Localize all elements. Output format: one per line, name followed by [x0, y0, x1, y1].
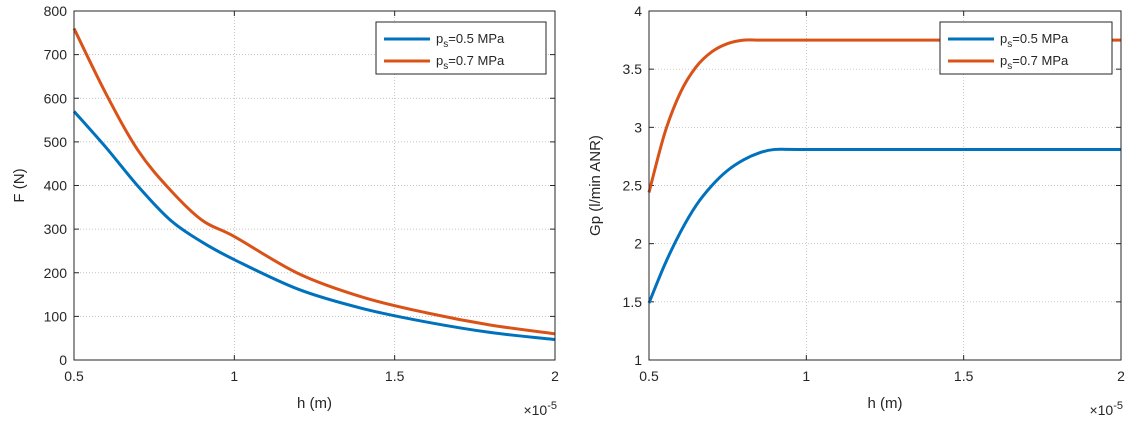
chart-1-y-tick-label: 0	[59, 352, 67, 368]
chart-2-y-tick-label: 2.5	[623, 178, 643, 194]
chart-2-y-tick-label: 1	[634, 352, 642, 368]
chart-1-x-multiplier: ×10-5	[523, 400, 557, 418]
chart-1-series-2-line	[72, 27, 556, 336]
chart-1-x-tick-label: 2	[551, 368, 559, 384]
chart-1-y-tick-label: 100	[44, 308, 68, 324]
chart-2-x-tick-label: 1.5	[954, 368, 974, 384]
chart-2-series-1-line	[647, 147, 1121, 304]
chart-1-x-axis-label: h (m)	[297, 395, 332, 412]
chart-1-legend: ps=0.5 MPa ps=0.7 MPa	[375, 21, 547, 75]
chart-2-y-tick-label: 4	[634, 3, 642, 19]
chart-2-legend: ps=0.5 MPa ps=0.7 MPa	[939, 21, 1113, 75]
flow-chart: 0.5 1 1.5 211.522.533.54h (m)Gp (l/min ANR)…	[587, 3, 1125, 418]
chart-2-x-multiplier: ×10-5	[1089, 400, 1123, 418]
chart-2-y-axis-label: Gp (l/min ANR)	[587, 135, 604, 236]
chart-2-y-tick-label: 2	[634, 236, 642, 252]
chart-2-x-tick-label: 0.5	[639, 368, 659, 384]
chart-1-y-tick-label: 700	[44, 47, 68, 63]
chart-2-series-2-line	[647, 38, 1121, 193]
chart-2-legend-entry-2: ps=0.7 MPa	[1000, 53, 1069, 72]
chart-1-y-tick-label: 400	[44, 178, 68, 194]
chart-1-series-1-line	[72, 110, 556, 341]
chart-1-axes-box	[73, 10, 556, 361]
chart-1-y-tick-label: 500	[44, 134, 68, 150]
chart-2-x-tick-label: 2	[1117, 368, 1125, 384]
chart-1-y-axis-label: F (N)	[11, 168, 28, 202]
chart-1-y-tick-label: 600	[44, 90, 68, 106]
chart-2-axes-box	[648, 10, 1122, 361]
chart-2-y-tick-label: 3	[634, 119, 642, 135]
chart-2-legend-entry-1: ps=0.5 MPa	[1000, 31, 1069, 50]
chart-1-x-tick-label: 1	[230, 368, 238, 384]
chart-1-legend-entry-1: ps=0.5 MPa	[436, 31, 505, 50]
force-chart: 0.5 1 1.5 2 0 100 200 300 400 500 600 700 800 h (m) F …	[11, 3, 559, 418]
chart-2-legend-box	[939, 21, 1113, 75]
chart-1-y-tick-label: 200	[44, 265, 68, 281]
chart-2-x-tick-label: 1	[802, 368, 810, 384]
chart-1-y-tick-label: 300	[44, 221, 68, 237]
chart-1-x-tick-label: 1.5	[385, 368, 405, 384]
chart-1-y-tick-label: 800	[44, 3, 68, 19]
chart-2-y-tick-label: 3.5	[623, 61, 643, 77]
chart-2-x-axis-label: h (m)	[868, 395, 903, 412]
chart-2-y-tick-label: 1.5	[623, 294, 643, 310]
chart-1-legend-box	[375, 21, 547, 75]
chart-1-x-tick-label: 0.5	[64, 368, 84, 384]
chart-1-legend-entry-2: ps=0.7 MPa	[436, 53, 505, 72]
